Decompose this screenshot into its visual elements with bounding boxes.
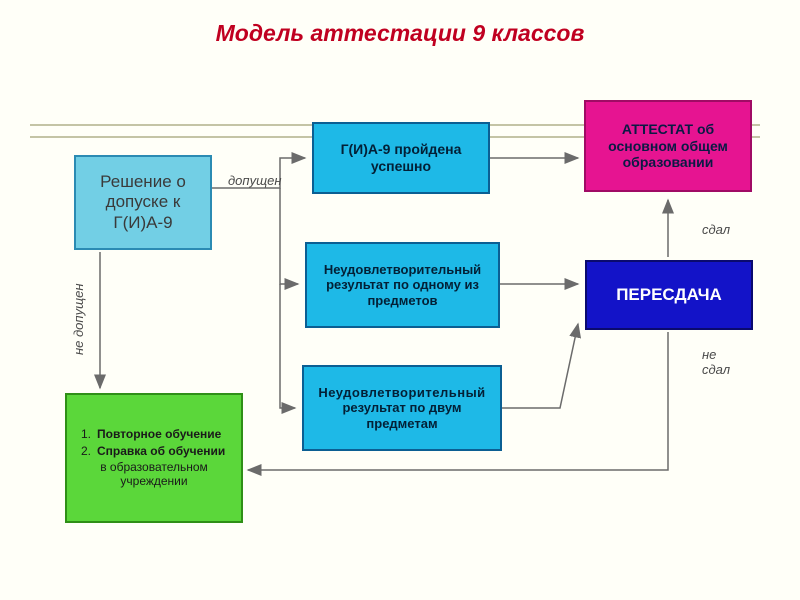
label-not-passed-1: не (702, 347, 716, 362)
node-fail-one: Неудовлетворительный результат по одному… (305, 242, 500, 328)
node-retake: ПЕРЕСДАЧА (585, 260, 753, 330)
node-decision-text: Решение о допуске к Г(И)А-9 (82, 172, 204, 233)
node-attest: АТТЕСТАТ об основном общем образовании (584, 100, 752, 192)
arrow-failtwo-to-retake (502, 324, 578, 408)
arrow-dec-to-failone (280, 188, 298, 284)
label-not-admitted: не допущен (71, 283, 86, 355)
node-passed: Г(И)А-9 пройдена успешно (312, 122, 490, 194)
list-number-1: 1. (73, 427, 91, 441)
node-fail-one-text: Неудовлетворительный результат по одному… (313, 262, 492, 309)
node-retake-text: ПЕРЕСДАЧА (616, 285, 722, 305)
label-not-passed-2: сдал (702, 362, 730, 377)
node-repeat-line2: Справка об обучении (97, 444, 225, 458)
list-number-2: 2. (73, 444, 91, 458)
node-repeat: 1. Повторное обучение 2. Справка об обуч… (65, 393, 243, 523)
node-passed-text: Г(И)А-9 пройдена успешно (320, 141, 482, 175)
arrow-dec-to-failtwo (280, 284, 295, 408)
node-fail-two: Неудовлетворительный результат по двум п… (302, 365, 502, 451)
label-admitted: допущен (228, 173, 282, 188)
node-fail-two-text1: Неудовлетворительный (318, 385, 485, 401)
node-decision: Решение о допуске к Г(И)А-9 (74, 155, 212, 250)
label-passed: сдал (702, 222, 730, 237)
node-repeat-line3: в образовательном учреждении (73, 460, 235, 489)
page-title: Модель аттестации 9 классов (0, 20, 800, 47)
node-attest-text: АТТЕСТАТ об основном общем образовании (592, 121, 744, 171)
node-fail-two-text2: результат по двум предметам (310, 400, 494, 431)
node-repeat-line1: Повторное обучение (97, 427, 221, 441)
